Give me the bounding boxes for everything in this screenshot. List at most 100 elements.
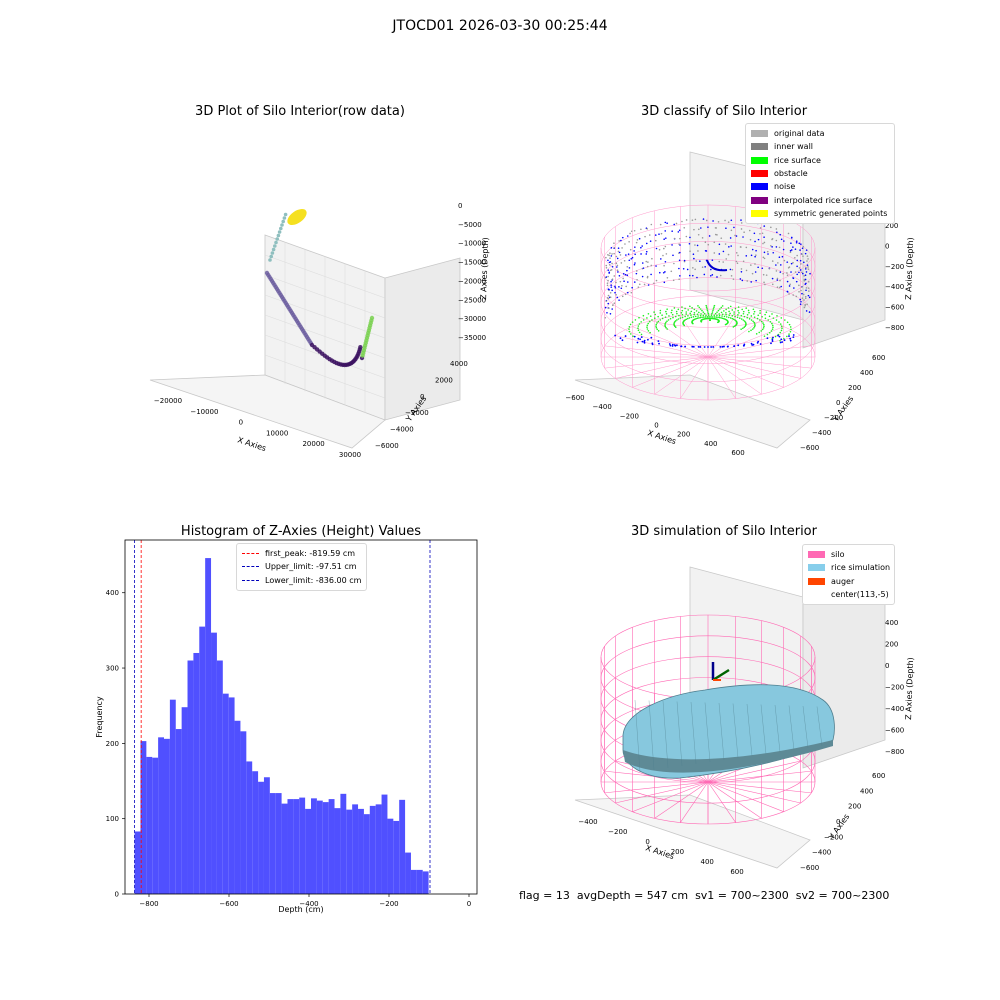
data-point (716, 276, 718, 278)
histogram-bar (316, 800, 323, 894)
data-point (719, 274, 722, 277)
data-point (774, 335, 777, 338)
data-point (640, 333, 643, 336)
data-point (685, 311, 688, 313)
data-point (683, 226, 686, 229)
data-point (645, 242, 648, 245)
data-point (745, 255, 748, 257)
silo-spoke (680, 356, 709, 399)
data-point (609, 296, 612, 299)
silo-spoke (707, 770, 812, 783)
data-point (726, 345, 729, 348)
data-point (659, 309, 662, 312)
data-point (666, 320, 668, 322)
data-point (611, 289, 613, 292)
axis-tick-label: −10000 (190, 408, 218, 416)
data-point (761, 232, 764, 235)
data-point (792, 277, 795, 280)
data-point (792, 261, 794, 264)
data-point (689, 236, 691, 239)
histogram-bar (134, 831, 141, 894)
data-point (693, 308, 696, 311)
data-point (678, 314, 680, 317)
data-point (772, 251, 775, 254)
data-point (630, 230, 633, 233)
data-point (687, 314, 689, 317)
data-point (671, 343, 674, 346)
data-point (666, 276, 669, 279)
panel2-xlabel: X Axies (646, 428, 677, 446)
data-point (616, 264, 619, 267)
data-point (671, 309, 673, 312)
data-point (646, 265, 649, 268)
histogram-bar (346, 809, 353, 894)
silo-spoke (632, 326, 709, 358)
histogram-bar (358, 808, 364, 894)
data-point (740, 246, 742, 248)
data-point (759, 227, 762, 229)
data-point (678, 259, 681, 262)
data-point (718, 314, 721, 317)
data-point (709, 274, 712, 277)
data-point (607, 302, 610, 305)
data-point (624, 335, 627, 337)
data-point (762, 256, 765, 259)
data-point (725, 227, 727, 230)
data-point (710, 316, 712, 318)
data-point (720, 311, 723, 314)
footer-avg-depth: avgDepth = 547 cm (576, 889, 689, 902)
data-point (694, 315, 697, 318)
data-point (789, 326, 792, 328)
data-point (798, 271, 800, 274)
data-point (642, 267, 645, 269)
data-point (666, 308, 668, 310)
data-point (282, 216, 287, 220)
data-point (616, 269, 619, 272)
data-point (640, 253, 642, 255)
data-point (659, 319, 662, 321)
data-point (621, 295, 624, 298)
data-point (707, 243, 710, 246)
data-point (620, 239, 622, 242)
data-point (779, 323, 782, 325)
data-point (608, 271, 611, 274)
data-point (752, 308, 755, 311)
data-point (798, 284, 800, 287)
data-point (633, 335, 636, 338)
data-point (731, 309, 734, 311)
legend-swatch (808, 551, 825, 559)
data-point (769, 320, 772, 323)
data-point (690, 310, 693, 313)
data-point (795, 295, 798, 298)
data-point (783, 240, 785, 242)
panel3-title: Histogram of Z-Axies (Height) Values (180, 524, 422, 539)
data-point (742, 260, 745, 263)
data-point (619, 280, 622, 283)
data-point (637, 325, 640, 327)
data-point (804, 252, 807, 255)
data-point (770, 244, 772, 247)
data-point (786, 261, 789, 263)
data-point (806, 264, 809, 266)
data-point (732, 278, 735, 280)
data-point (681, 220, 683, 223)
legend-swatch (242, 566, 259, 568)
histogram-xlabel: Depth (cm) (278, 905, 323, 914)
data-point (673, 344, 676, 346)
data-point (764, 313, 766, 316)
data-point (629, 232, 631, 235)
legend-swatch (808, 577, 825, 585)
data-point (663, 281, 666, 284)
data-point (713, 304, 716, 307)
data-point (624, 243, 626, 245)
data-point (780, 285, 783, 288)
data-point (718, 253, 721, 255)
legend-swatch (808, 591, 825, 598)
data-point (771, 283, 774, 286)
data-point (720, 317, 722, 319)
data-point (644, 235, 646, 238)
data-point (796, 265, 798, 268)
data-point (714, 227, 717, 229)
data-point (723, 345, 725, 348)
data-point (703, 312, 706, 315)
